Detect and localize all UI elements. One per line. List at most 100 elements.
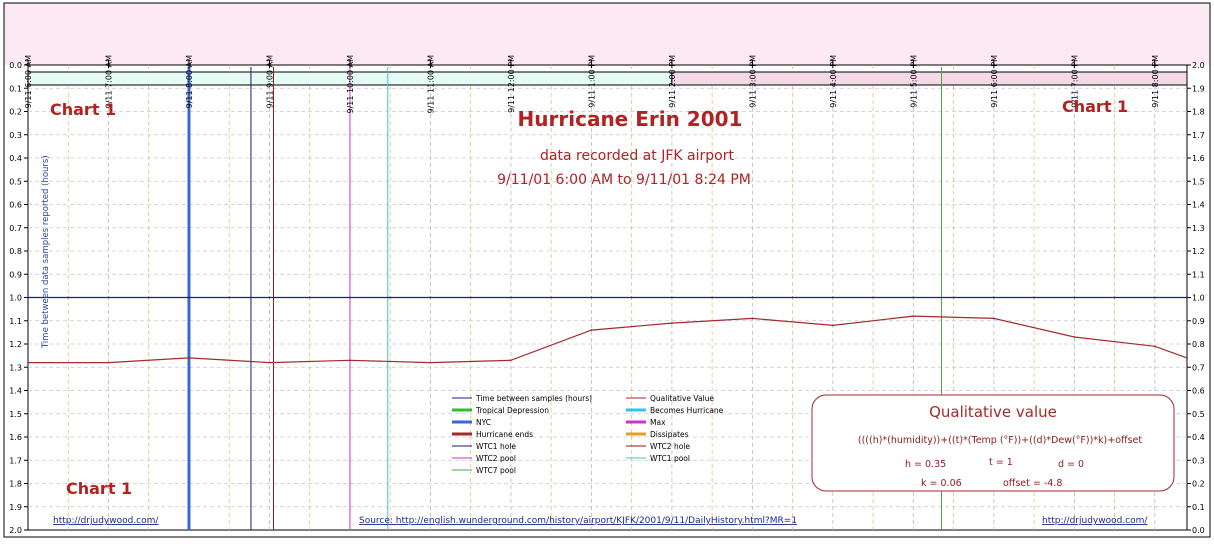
qualitative-d: d = 0 <box>1058 459 1084 470</box>
y-tick-label-right: 1.8 <box>1192 108 1205 117</box>
y-tick-label-left: 0.6 <box>9 201 22 210</box>
y-tick-label-right: 1.9 <box>1192 84 1205 93</box>
y-tick-label-right: 1.4 <box>1192 201 1205 210</box>
y-tick-label-right: 1.0 <box>1192 294 1205 303</box>
x-tick-label: 9/11 11:00 AM <box>426 55 435 114</box>
x-tick-label: 9/11 6:00 AM <box>24 55 33 108</box>
link-right[interactable]: http://drjudywood.com/ <box>1042 516 1148 526</box>
data-point <box>1033 296 1035 299</box>
qualitative-value-box: Qualitative value ((((h)*(humidity))+((t… <box>811 394 1175 492</box>
y-tick-label-right: 0.9 <box>1192 317 1205 326</box>
data-point <box>912 315 915 317</box>
data-point <box>590 329 593 331</box>
data-point <box>1186 357 1188 359</box>
data-point <box>429 361 432 364</box>
legend-label: Max <box>650 418 666 427</box>
data-point <box>1153 345 1156 348</box>
y-tick-label-right: 1.7 <box>1192 131 1205 140</box>
data-point <box>630 296 633 299</box>
data-point <box>147 296 150 299</box>
y-tick-label-right: 0.2 <box>1192 480 1205 489</box>
data-point <box>510 296 512 299</box>
y-tick-label-left: 0.5 <box>9 177 22 186</box>
y-axis-label-left: Time between data samples reported (hour… <box>41 155 51 349</box>
y-tick-label-right: 0.6 <box>1192 387 1205 396</box>
x-tick-label: 9/11 7:00 AM <box>104 55 113 108</box>
x-tick-label: 9/11 10:00 AM <box>346 55 355 114</box>
y-tick-label-left: 1.3 <box>9 363 22 372</box>
y-tick-label-left: 1.0 <box>9 294 22 303</box>
data-point <box>1153 296 1156 299</box>
legend-label: Dissipates <box>650 430 689 439</box>
x-tick-label: 9/11 8:00 AM <box>185 55 194 108</box>
legend-label: Time between samples (hours) <box>475 394 592 403</box>
y-tick-label-left: 1.8 <box>9 480 22 489</box>
chart-label-top-left: Chart 1 <box>50 100 116 119</box>
y-tick-label-left: 0.7 <box>9 224 22 233</box>
y-tick-label-right: 2.0 <box>1192 61 1205 70</box>
legend-label: WTC1 pool <box>650 454 690 463</box>
qualitative-h: h = 0.35 <box>905 459 946 470</box>
data-point <box>912 296 915 299</box>
event-lines <box>187 67 943 530</box>
data-point <box>67 296 70 299</box>
data-point <box>670 322 673 324</box>
y-tick-label-left: 1.7 <box>9 456 22 465</box>
right-axis-ticks: 2.0 1.9 1.8 1.7 1.6 1.5 1.4 1.3 1.2 1.1 1.0 0.9 0.8 0… <box>1187 61 1205 535</box>
chart-title: Hurricane Erin 2001 <box>518 107 743 131</box>
y-tick-label-left: 0.4 <box>9 154 22 163</box>
legend-label: Becomes Hurricane <box>650 406 724 415</box>
y-tick-label-right: 1.6 <box>1192 154 1205 163</box>
y-tick-label-left: 0.0 <box>9 61 22 70</box>
legend-label: Hurricane ends <box>476 430 533 439</box>
data-point <box>107 361 110 364</box>
data-point <box>389 296 392 299</box>
legend-label: WTC1 hole <box>476 442 516 451</box>
x-tick-label: 9/11 6:00 PM <box>990 55 999 108</box>
data-point <box>1113 296 1116 299</box>
data-point <box>188 296 190 299</box>
y-tick-label-right: 1.3 <box>1192 224 1205 233</box>
x-tick-label: 9/11 3:00 PM <box>748 55 757 108</box>
series-line-qualitative-value <box>28 315 1188 364</box>
series-lines <box>27 296 1188 364</box>
data-point <box>831 296 834 299</box>
data-point <box>992 296 995 299</box>
status-bar <box>27 71 1188 86</box>
chart-date-range: 9/11/01 6:00 AM to 9/11/01 8:24 PM <box>497 172 751 188</box>
y-tick-label-right: 1.5 <box>1192 177 1205 186</box>
y-tick-label-right: 0.7 <box>1192 363 1205 372</box>
chart-label-top-right: Chart 1 <box>1062 97 1128 116</box>
y-tick-label-left: 0.9 <box>9 270 22 279</box>
data-point <box>510 359 512 362</box>
x-tick-label: 9/11 7:00 PM <box>1070 55 1079 108</box>
link-source[interactable]: Source: http://english.wunderground.com/… <box>359 516 797 526</box>
qualitative-formula: ((((h)*(humidity))+((t)*(Temp (°F))+((d)… <box>858 435 1142 446</box>
y-tick-label-left: 0.8 <box>9 247 22 256</box>
y-tick-label-right: 0.0 <box>1192 526 1205 535</box>
outer-border <box>3 2 1211 538</box>
legend-label: NYC <box>476 418 491 427</box>
y-tick-label-left: 1.6 <box>9 433 22 442</box>
qualitative-box-title: Qualitative value <box>929 403 1057 421</box>
data-point <box>308 296 311 299</box>
x-tick-label: 9/11 4:00 PM <box>829 55 838 108</box>
data-point <box>670 296 673 299</box>
data-point <box>992 317 995 320</box>
data-point <box>1073 296 1076 299</box>
data-point <box>268 296 271 299</box>
y-tick-label-left: 1.2 <box>9 340 22 349</box>
data-point <box>791 296 794 299</box>
data-point <box>1073 336 1076 338</box>
link-left[interactable]: http://drjudywood.com/ <box>53 516 159 526</box>
y-tick-label-left: 1.1 <box>9 317 22 326</box>
x-tick-label: 9/11 5:00 PM <box>909 55 918 108</box>
legend-label: Qualitative Value <box>650 394 714 403</box>
legend-label: Tropical Depression <box>475 406 549 415</box>
chart-subtitle: data recorded at JFK airport <box>540 148 734 164</box>
y-tick-label-right: 0.1 <box>1192 503 1205 512</box>
x-axis-ticks: 9/11 6:00 AM 9/11 7:00 AM 9/11 8:00 AM 9/11… <box>24 55 1160 114</box>
x-tick-label: 9/11 2:00 PM <box>668 55 677 108</box>
